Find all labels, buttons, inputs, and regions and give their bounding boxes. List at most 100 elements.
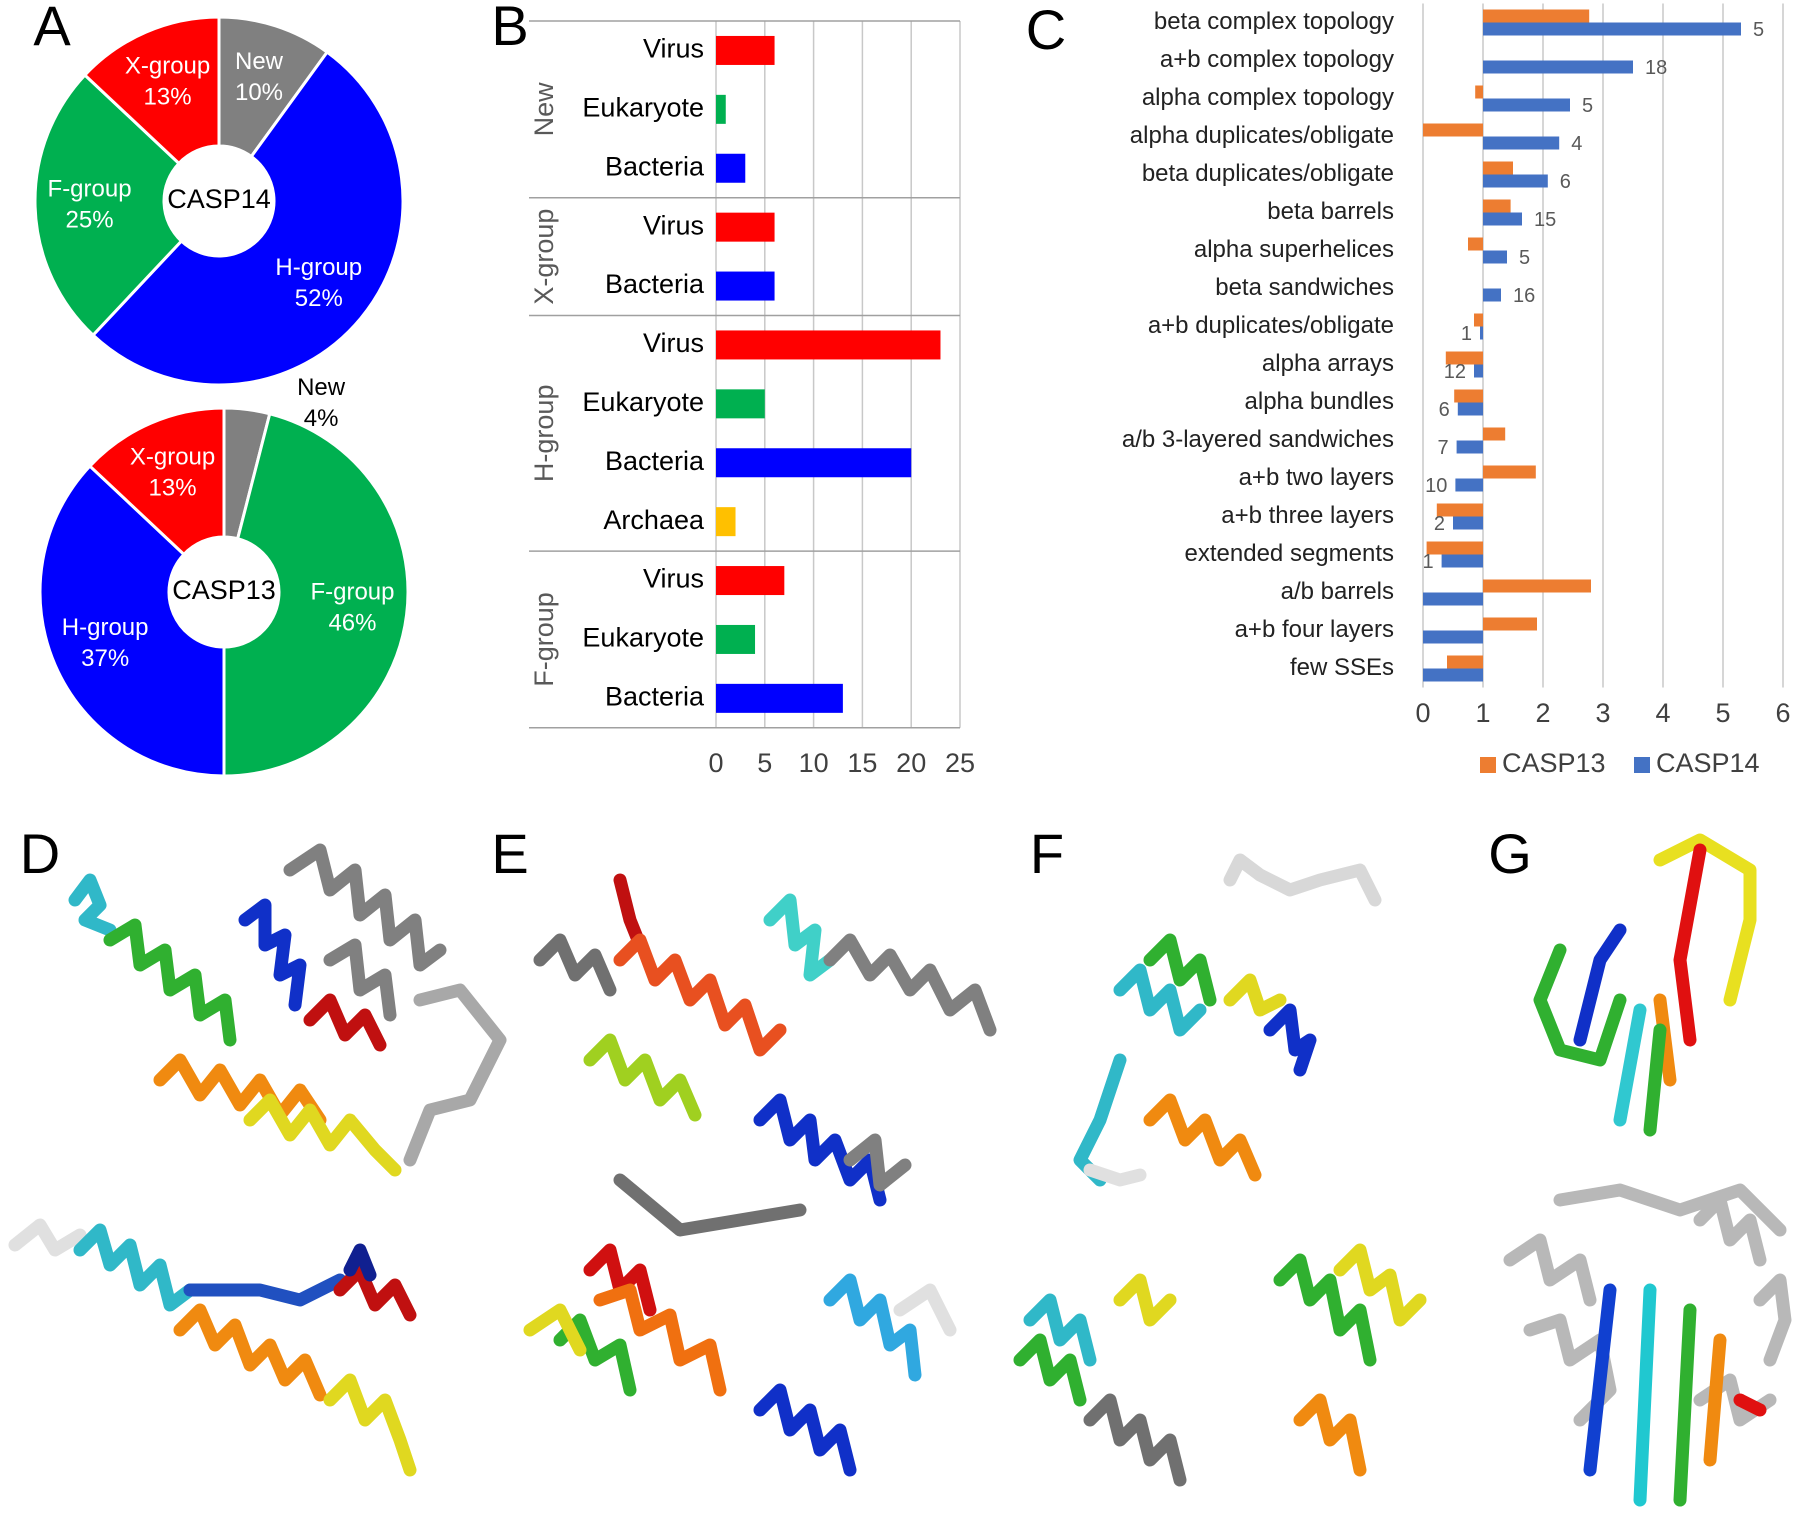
- category-label: Bacteria: [605, 269, 705, 299]
- pie-center-label: CASP13: [172, 575, 276, 605]
- protein-ribbon: [73, 1223, 197, 1312]
- category-label: Bacteria: [605, 446, 705, 476]
- x-tick-label: 25: [945, 748, 975, 778]
- bar: [1483, 288, 1501, 302]
- x-tick-label: 15: [847, 748, 877, 778]
- protein-ribbon: [1693, 1193, 1767, 1267]
- slice-label: H-group: [62, 614, 149, 641]
- x-tick-label: 10: [799, 748, 829, 778]
- protein-ribbon: [1073, 1053, 1127, 1187]
- protein-ribbon: [1263, 1003, 1317, 1077]
- protein-ribbon: [823, 1273, 922, 1382]
- bar: [716, 566, 785, 596]
- bar: [716, 35, 775, 65]
- protein-ribbon: [323, 1373, 417, 1477]
- count-label: 5: [1519, 247, 1530, 269]
- slice-label: H-group: [275, 254, 362, 281]
- bar: [1483, 250, 1507, 264]
- category-label: Archaea: [603, 505, 705, 535]
- protein-ribbon: [1533, 943, 1627, 1067]
- bar: [716, 212, 775, 242]
- slice-label: F-group: [48, 175, 132, 202]
- bar: [716, 507, 736, 537]
- count-label: 6: [1439, 399, 1450, 421]
- bar: [716, 153, 746, 183]
- bar: [1483, 465, 1536, 479]
- bar: [1441, 554, 1483, 568]
- category-label: a+b four layers: [1235, 616, 1394, 643]
- x-tick-label: 5: [757, 748, 772, 778]
- legend-label: CASP13: [1502, 748, 1606, 778]
- category-label: alpha bundles: [1245, 388, 1394, 415]
- bar: [1483, 174, 1548, 188]
- protein-ribbon: [1523, 1313, 1617, 1427]
- protein-ribbon: [1273, 1253, 1377, 1367]
- protein-ribbon: [1733, 1393, 1767, 1417]
- legend-swatch: [1480, 757, 1496, 773]
- bar: [1483, 579, 1591, 593]
- bar: [1474, 313, 1483, 327]
- bar: [1436, 503, 1483, 517]
- x-tick-label: 6: [1775, 698, 1790, 728]
- count-label: 5: [1582, 95, 1593, 117]
- protein-ribbon: [753, 1093, 887, 1207]
- bar: [716, 624, 756, 654]
- slice-value-label: 10%: [235, 79, 283, 106]
- protein-ribbon: [613, 933, 787, 1057]
- protein-ribbon: [763, 893, 837, 982]
- panel-label: E: [491, 822, 528, 885]
- protein-ribbon: [343, 1243, 377, 1282]
- protein-ribbon: [1633, 1283, 1657, 1507]
- x-tick-label: 4: [1655, 698, 1670, 728]
- pie-slice: [217, 15, 330, 159]
- bar: [1468, 237, 1483, 251]
- category-label: beta sandwiches: [1215, 274, 1394, 301]
- bar: [1483, 427, 1506, 441]
- count-label: 6: [1560, 171, 1571, 193]
- category-label: beta duplicates/obligate: [1142, 160, 1394, 187]
- slice-value-label: 13%: [144, 83, 192, 110]
- bar: [1455, 478, 1483, 492]
- protein-ribbon: [1113, 963, 1207, 1037]
- protein-ribbon: [1573, 923, 1627, 1047]
- count-label: 4: [1571, 133, 1582, 155]
- pie-slice: [87, 406, 226, 557]
- category-label: alpha duplicates/obligate: [1130, 122, 1394, 149]
- protein-ribbon: [173, 1303, 327, 1402]
- slice-label: X-group: [130, 443, 215, 470]
- protein-ribbon: [1143, 933, 1217, 1007]
- group-label: New: [529, 82, 559, 137]
- slice-label: F-group: [310, 579, 394, 606]
- category-label: Bacteria: [605, 681, 705, 711]
- pie-slice: [33, 72, 184, 338]
- pie-slice: [90, 50, 405, 387]
- category-label: Virus: [643, 564, 704, 594]
- protein-ribbon: [323, 938, 397, 1022]
- protein-ribbon: [303, 993, 387, 1052]
- category-label: Virus: [643, 210, 704, 240]
- count-label: 18: [1645, 57, 1667, 79]
- pie-center-label: CASP14: [167, 184, 271, 214]
- panel-label: F: [1030, 822, 1064, 885]
- category-label: Virus: [643, 328, 704, 358]
- x-tick-label: 0: [1415, 698, 1430, 728]
- bar: [1423, 630, 1483, 644]
- protein-ribbon: [593, 1283, 727, 1397]
- bar: [1483, 9, 1590, 23]
- category-label: alpha arrays: [1262, 350, 1394, 377]
- bar: [716, 448, 912, 478]
- protein-ribbon: [1503, 1233, 1597, 1307]
- category-label: a/b barrels: [1281, 578, 1394, 605]
- slice-value-label: 13%: [149, 474, 197, 501]
- category-label: a/b 3-layered sandwiches: [1122, 426, 1394, 453]
- count-label: 1: [1422, 551, 1433, 573]
- legend-label: CASP14: [1656, 748, 1760, 778]
- bar: [1483, 617, 1537, 631]
- pie-slice: [222, 411, 410, 778]
- category-label: Eukaryote: [582, 387, 704, 417]
- category-label: a+b duplicates/obligate: [1148, 312, 1394, 339]
- protein-ribbon: [1143, 1093, 1262, 1182]
- protein-ribbon: [243, 1093, 402, 1177]
- panel-label: C: [1026, 0, 1066, 61]
